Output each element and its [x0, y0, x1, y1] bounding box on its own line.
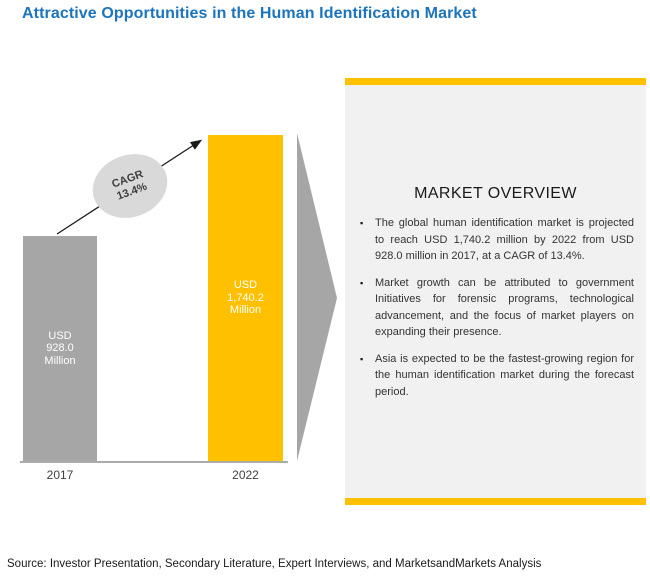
bullet-text: Market growth can be attributed to gover…: [375, 276, 634, 339]
bullet-text: The global human identification market i…: [375, 217, 634, 262]
x-tick-2017: 2017: [46, 468, 74, 482]
bullet-square-icon: ▪: [360, 218, 364, 228]
list-item: ▪ Asia is expected to be the fastest-gro…: [360, 351, 634, 401]
bar-2022-label-line: 1,740.2: [227, 291, 264, 304]
bar-2017: USD 928.0 Million: [23, 236, 97, 461]
bar-2022-label-line: USD: [233, 279, 258, 292]
overview-bullet-list: ▪ The global human identification market…: [345, 215, 646, 400]
source-note: Source: Investor Presentation, Secondary…: [7, 558, 542, 570]
bar-2017-label-line: 928.0: [46, 342, 74, 355]
bullet-square-icon: ▪: [360, 277, 364, 288]
page-title: Attractive Opportunities in the Human Id…: [22, 5, 477, 22]
list-item: ▪ The global human identification market…: [360, 215, 634, 265]
x-tick-2022: 2022: [232, 468, 259, 482]
list-item: ▪ Market growth can be attributed to gov…: [360, 275, 634, 341]
bar-2017-label-line: Million: [44, 354, 76, 367]
bullet-text: Asia is expected to be the fastest-growi…: [375, 352, 634, 398]
pointer-triangle-icon: [297, 133, 337, 461]
market-overview-panel: MARKET OVERVIEW ▪ The global human ident…: [345, 78, 646, 505]
bar-2022-label-line: Million: [229, 304, 262, 317]
cagr-badge: CAGR 13.4%: [83, 143, 177, 229]
bar-2017-label-line: USD: [48, 329, 72, 342]
x-axis-line: [20, 461, 288, 463]
bar-2022: USD 1,740.2 Million: [208, 135, 283, 461]
bullet-square-icon: ▪: [360, 353, 364, 364]
panel-heading: MARKET OVERVIEW: [414, 185, 577, 202]
